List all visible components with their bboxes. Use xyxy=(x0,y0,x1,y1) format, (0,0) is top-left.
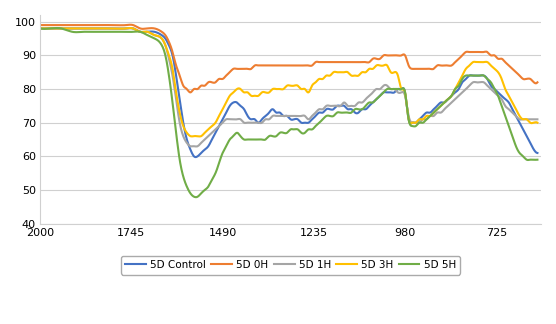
5D 5H xyxy=(534,158,541,162)
5D 5H xyxy=(37,27,43,30)
5D 0H xyxy=(156,29,163,32)
5D Control xyxy=(217,121,224,125)
5D 3H xyxy=(504,91,510,95)
5D 0H xyxy=(245,67,252,71)
5D 0H xyxy=(504,62,510,66)
5D 3H xyxy=(156,35,163,39)
5D 1H xyxy=(504,106,510,110)
Line: 5D 1H: 5D 1H xyxy=(40,28,538,146)
5D 1H xyxy=(217,123,224,127)
5D 3H xyxy=(245,91,252,95)
5D 1H xyxy=(534,117,541,121)
5D 1H xyxy=(127,26,134,30)
5D 5H xyxy=(504,119,510,123)
5D 0H xyxy=(37,23,43,27)
5D 3H xyxy=(37,27,43,30)
5D 3H xyxy=(232,88,239,92)
5D 0H xyxy=(534,80,541,84)
5D Control xyxy=(534,151,541,155)
5D 5H xyxy=(156,40,163,44)
Legend: 5D Control, 5D 0H, 5D 1H, 5D 3H, 5D 5H: 5D Control, 5D 0H, 5D 1H, 5D 3H, 5D 5H xyxy=(121,256,460,274)
5D 5H xyxy=(53,26,60,30)
5D 3H xyxy=(217,111,224,115)
5D 1H xyxy=(245,121,252,124)
Line: 5D Control: 5D Control xyxy=(40,28,538,157)
5D 3H xyxy=(105,27,111,30)
5D 3H xyxy=(127,26,134,30)
Line: 5D 5H: 5D 5H xyxy=(40,28,538,197)
5D 0H xyxy=(127,23,134,27)
Line: 5D 3H: 5D 3H xyxy=(40,28,538,136)
Line: 5D 0H: 5D 0H xyxy=(40,25,538,92)
5D 1H xyxy=(232,118,239,122)
5D 1H xyxy=(37,27,43,30)
5D Control xyxy=(232,100,239,104)
5D Control xyxy=(37,27,43,30)
5D 0H xyxy=(232,67,239,71)
5D 5H xyxy=(192,195,199,199)
5D 5H xyxy=(232,132,239,135)
5D 0H xyxy=(105,23,111,27)
5D Control xyxy=(192,155,199,159)
5D 5H xyxy=(217,156,224,160)
5D Control xyxy=(105,27,111,30)
5D 1H xyxy=(105,27,111,30)
5D 5H xyxy=(105,30,112,34)
5D 1H xyxy=(193,145,200,148)
5D Control xyxy=(156,32,163,36)
5D 3H xyxy=(534,121,541,125)
5D Control xyxy=(245,116,252,120)
5D 0H xyxy=(187,90,193,94)
5D Control xyxy=(127,26,134,30)
5D 0H xyxy=(217,77,224,81)
5D Control xyxy=(504,98,510,102)
5D 1H xyxy=(156,35,163,39)
5D 3H xyxy=(196,134,203,138)
5D 5H xyxy=(245,137,252,141)
